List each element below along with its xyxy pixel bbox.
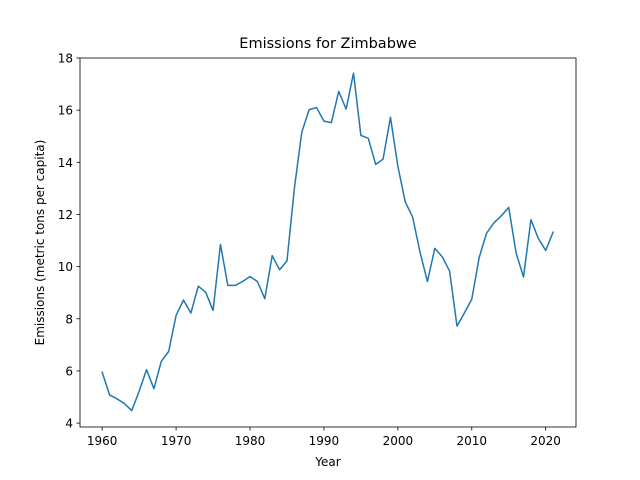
y-tick-label: 12	[58, 208, 73, 222]
y-tick-label: 8	[65, 312, 73, 326]
x-tick-label: 2010	[457, 434, 488, 448]
x-tick-label: 1990	[309, 434, 340, 448]
y-axis-label: Emissions (metric tons per capita)	[33, 140, 47, 346]
y-tick-label: 14	[58, 156, 73, 170]
y-tick-label: 6	[65, 364, 73, 378]
x-tick-label: 1960	[87, 434, 118, 448]
x-tick-label: 2000	[383, 434, 414, 448]
x-tick-label: 1970	[161, 434, 192, 448]
x-tick-label: 1980	[235, 434, 266, 448]
plot-frame	[79, 57, 577, 428]
x-axis-ticks: 1960 1970 1980 1990 2000 2010 2020	[87, 427, 561, 448]
y-tick-label: 16	[58, 104, 73, 118]
x-axis-label: Year	[314, 455, 340, 469]
y-axis-ticks: 4 6 8 10 12 14 16 18	[58, 52, 80, 431]
y-tick-label: 10	[58, 260, 73, 274]
plot-area	[80, 58, 576, 427]
y-tick-label: 18	[58, 52, 73, 66]
y-tick-label: 4	[65, 417, 73, 431]
series-line	[101, 72, 555, 412]
x-tick-label: 2020	[530, 434, 561, 448]
chart-title: Emissions for Zimbabwe	[239, 36, 416, 52]
